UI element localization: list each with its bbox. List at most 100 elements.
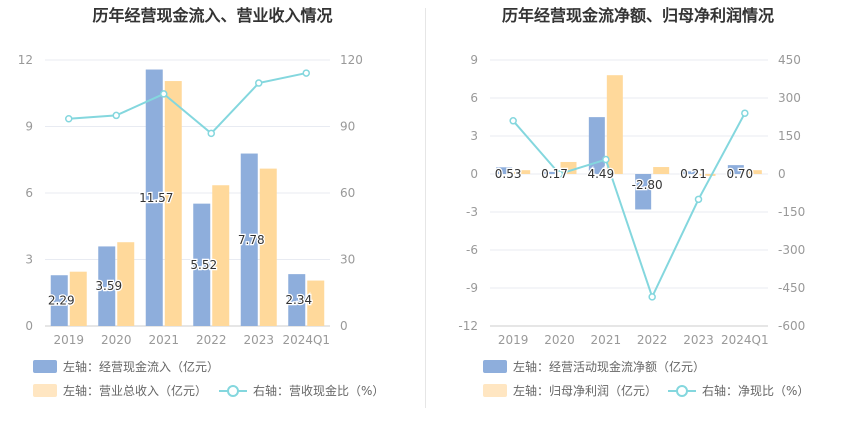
y-right-tick-label: 0 [778, 167, 786, 181]
ratio-point [555, 170, 564, 178]
x-tick-label: 2022 [196, 333, 227, 347]
bar-data-label: 3.59 [95, 279, 122, 293]
ratio-point [694, 195, 703, 204]
legend-item-revenue-cash-ratio[interactable]: 右轴：营收现金比（%） [219, 382, 384, 399]
ratio-point [255, 79, 263, 87]
ratio-point [602, 155, 610, 164]
y-left-tick-label: 3 [25, 253, 33, 267]
bar-left-secondary [212, 185, 230, 326]
y-right-tick-label: 0 [340, 319, 348, 333]
legend-item-cash-inflow[interactable]: 左轴：经营现金流入（亿元） [33, 358, 219, 375]
bar-left-primary [50, 275, 68, 326]
x-tick-label: 2020 [101, 333, 132, 347]
legend-label-cash-inflow: 左轴：经营现金流入（亿元） [63, 360, 220, 374]
ratio-line [68, 72, 307, 135]
y-left-tick-label: 9 [25, 120, 33, 134]
legend-swatch-net-profit [483, 384, 507, 397]
y-right-tick-label: 450 [778, 53, 801, 67]
legend-label-revenue-cash-ratio: 右轴：营收现金比（%） [253, 384, 385, 398]
ratio-point [160, 90, 168, 98]
y-left-tick-label: 3 [470, 129, 478, 143]
legend-label-net-profit: 左轴：归母净利润（亿元） [513, 384, 658, 398]
bar-data-label: 2.34 [285, 293, 312, 307]
x-tick-label: 2021 [148, 333, 179, 347]
bar-left-primary [288, 274, 306, 326]
y-right-tick-label: 30 [340, 253, 355, 267]
legend-label-revenue: 左轴：营业总收入（亿元） [63, 384, 208, 398]
legend-label-net-cash-flow: 左轴：经营活动现金流净额（亿元） [513, 360, 706, 374]
bar-data-label: 2.29 [48, 294, 75, 308]
bar-left-secondary [164, 81, 182, 326]
bar-data-label: -2.80 [632, 178, 663, 192]
bar-left-primary [193, 203, 211, 326]
bar-data-label: 0.70 [726, 167, 753, 181]
y-right-tick-label: -150 [778, 205, 805, 219]
bar-right-secondary [699, 174, 716, 176]
y-left-tick-label: -12 [458, 319, 478, 333]
y-left-tick-label: 0 [470, 167, 478, 181]
legend-swatch-revenue [33, 384, 57, 397]
y-left-tick-label: 0 [25, 319, 33, 333]
y-right-tick-label: 300 [778, 91, 801, 105]
x-tick-label: 2019 [53, 333, 84, 347]
y-right-tick-label: 150 [778, 129, 801, 143]
x-tick-label: 2023 [683, 333, 714, 347]
x-tick-label: 2022 [637, 333, 668, 347]
x-tick-label: 2023 [243, 333, 274, 347]
bar-right-secondary [606, 75, 623, 174]
y-right-tick-label: 90 [340, 120, 355, 134]
right-chart-panel: 历年经营现金流净额、归母净利润情况 -12 -9 -6 -3 0 3 6 9 -600 -450-… [426, 0, 850, 437]
right-chart-svg: -12 -9 -6 -3 0 3 6 9 -600 -450 -300 -150 0 150 300 450 2… [458, 53, 805, 347]
left-chart-title: 历年经营现金流入、营业收入情况 [92, 6, 333, 25]
bar-right-primary [542, 171, 559, 174]
x-tick-label: 2019 [498, 333, 529, 347]
legend-swatch-cash-inflow [33, 360, 57, 373]
ratio-point [648, 293, 656, 301]
y-right-tick-label: -450 [778, 281, 805, 295]
y-left-tick-label: 12 [18, 53, 33, 67]
bar-data-label: 4.49 [587, 167, 614, 181]
legend-swatch-net-cash-flow [483, 360, 507, 373]
legend-swatch-cash-profit-ratio [668, 384, 696, 398]
ratio-line [512, 112, 746, 300]
bar-left-primary [145, 69, 163, 326]
bar-data-label: 0.21 [680, 167, 707, 181]
legend-item-net-profit[interactable]: 左轴：归母净利润（亿元） [483, 382, 657, 399]
bar-left-secondary [69, 271, 87, 326]
bar-data-label: 11.57 [139, 191, 173, 205]
legend-item-net-cash-flow[interactable]: 左轴：经营活动现金流净额（亿元） [483, 358, 705, 375]
ratio-point [112, 111, 120, 120]
bar-right-primary [635, 174, 652, 210]
bar-data-label: 7.78 [238, 233, 265, 247]
ratio-point [65, 114, 73, 123]
ratio-point [509, 117, 517, 125]
left-chart-panel: 历年经营现金流入、营业收入情况 0 3 6 9 12 0 30 60 90 120 2019 2020… [18, 6, 385, 399]
bar-right-secondary [514, 170, 531, 174]
y-left-tick-label: -6 [466, 243, 478, 257]
legend-item-cash-profit-ratio[interactable]: 右轴：净现比（%） [668, 382, 809, 399]
y-left-tick-label: 9 [470, 53, 478, 67]
legend-swatch-revenue-cash-ratio [219, 384, 247, 398]
bar-right-primary [588, 117, 605, 174]
bar-right-secondary [653, 167, 670, 174]
x-tick-label: 2021 [591, 333, 622, 347]
bar-data-label: 5.52 [190, 258, 217, 272]
y-right-tick-label: 120 [340, 53, 363, 67]
legend-item-revenue[interactable]: 左轴：营业总收入（亿元） [33, 382, 207, 399]
y-left-tick-label: -3 [466, 205, 478, 219]
y-right-tick-label: -600 [778, 319, 805, 333]
ratio-point [207, 129, 215, 138]
legend-label-cash-profit-ratio: 右轴：净现比（%） [702, 384, 810, 398]
panel-divider [425, 8, 426, 408]
ratio-point [302, 69, 310, 77]
x-tick-label: 2024Q1 [282, 333, 330, 347]
x-tick-label: 2024Q1 [721, 333, 769, 347]
y-left-tick-label: -9 [466, 281, 478, 295]
bar-data-label: 0.17 [541, 167, 568, 181]
bar-left-secondary [259, 168, 277, 326]
bar-right-secondary [745, 170, 762, 174]
y-right-tick-label: -300 [778, 243, 805, 257]
ratio-point [741, 109, 749, 117]
bar-right-primary [727, 165, 744, 174]
